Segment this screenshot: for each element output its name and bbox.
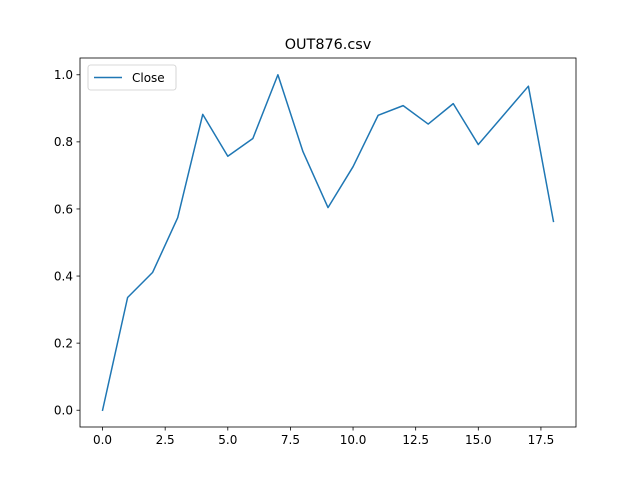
x-tick-label: 2.5 xyxy=(156,433,175,447)
legend: Close xyxy=(87,64,177,91)
y-tick-label: 1.0 xyxy=(54,68,73,82)
axes-frame xyxy=(79,57,577,428)
x-tick-label: 17.5 xyxy=(528,433,555,447)
y-tick-label: 0.6 xyxy=(54,202,73,216)
chart-title: OUT876.csv xyxy=(285,37,372,53)
x-tick-label: 12.5 xyxy=(402,433,429,447)
y-tick-label: 0.4 xyxy=(54,269,73,283)
y-tick-label: 0.8 xyxy=(54,135,73,149)
x-tick-label: 7.5 xyxy=(281,433,300,447)
series-layer xyxy=(101,74,555,412)
x-tick-label: 15.0 xyxy=(465,433,492,447)
legend-box xyxy=(87,64,177,91)
y-tick-label: 0.2 xyxy=(54,336,73,350)
plot-area xyxy=(79,57,577,428)
x-axis: 0.0 2.5 5.0 7.5 10.0 12.5 15.0 17.5 xyxy=(93,427,554,447)
y-axis: 0.0 0.2 0.4 0.6 0.8 1.0 xyxy=(54,68,80,418)
series-line-close xyxy=(101,74,555,412)
legend-label: Close xyxy=(132,71,165,85)
x-tick-label: 10.0 xyxy=(340,433,367,447)
x-tick-label: 0.0 xyxy=(93,433,112,447)
y-tick-label: 0.0 xyxy=(54,404,73,418)
x-tick-label: 5.0 xyxy=(218,433,237,447)
